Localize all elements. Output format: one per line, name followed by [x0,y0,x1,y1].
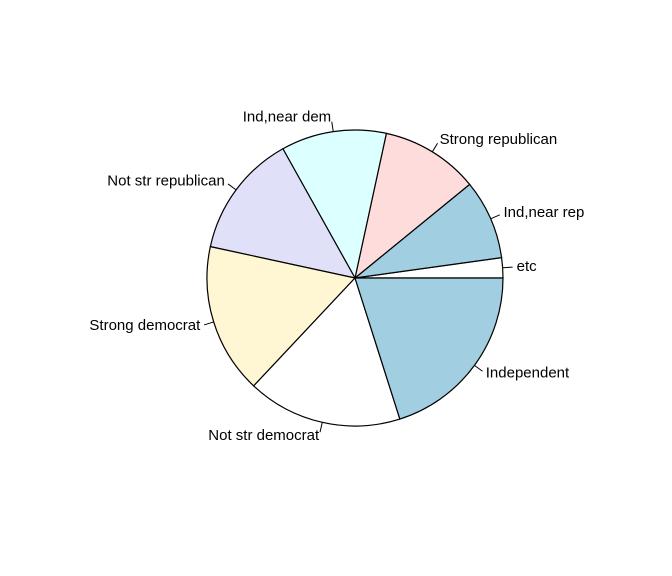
pie-label-independent: Independent [486,365,570,382]
pie-tick-ind-near-dem [331,121,334,132]
pie-tick-strong-democrat [203,321,214,326]
pie-tick-not-str-democrat [319,422,323,433]
pie-slice-not-str-republican [209,147,357,279]
pie-slice-ind-near-dem [282,129,388,280]
pie-tick-ind-near-rep [490,214,501,220]
pie-label-strong-republican: Strong republican [440,131,558,148]
pie-label-not-str-republican: Not str republican [107,173,225,190]
pie-label-strong-democrat: Strong democrat [89,317,201,334]
pie-label-ind-near-rep: Ind,near rep [503,204,584,221]
pie-label-ind-near-dem: Ind,near dem [243,109,331,126]
pie-label-not-str-democrat: Not str democrat [208,427,320,444]
pie-tick-strong-republican [431,143,438,153]
pie-tick-etc [502,266,513,269]
pie-tick-not-str-republican [227,183,237,191]
pie-label-etc: etc [517,258,538,275]
pie-label-ticks [203,121,513,433]
pie-slices [206,129,504,427]
pie-labels: etc Ind,near rep Strong republican Ind,near… [89,109,584,444]
pie-tick-independent [474,364,483,372]
pie-slice-independent [354,277,504,420]
